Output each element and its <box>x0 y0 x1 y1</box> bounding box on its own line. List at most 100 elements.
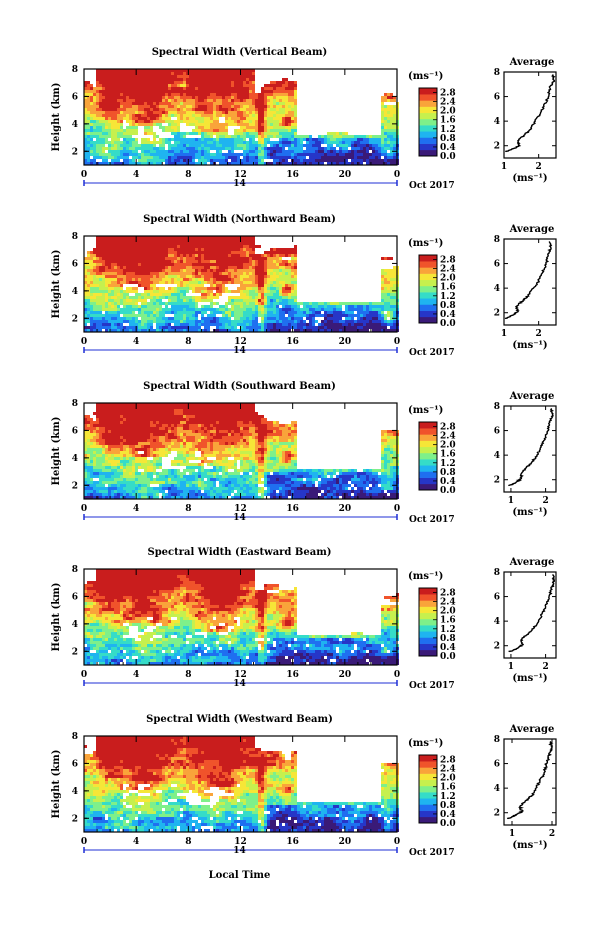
heatmap-cell <box>171 78 174 81</box>
heatmap-cell <box>129 317 132 320</box>
heatmap-cell <box>135 263 138 266</box>
heatmap-cell <box>102 147 105 150</box>
heatmap-cell <box>165 263 168 266</box>
heatmap-cell <box>264 93 267 96</box>
heatmap-cell <box>234 96 237 99</box>
heatmap-cell <box>132 126 135 129</box>
heatmap-cell <box>84 93 87 96</box>
heatmap-cell <box>258 308 261 311</box>
heatmap-cell <box>270 257 273 260</box>
heatmap-cell <box>111 69 114 72</box>
heatmap-cell <box>159 311 162 314</box>
heatmap-cell <box>129 290 132 293</box>
heatmap-cell <box>90 299 93 302</box>
heatmap-cell <box>228 114 231 117</box>
heatmap-cell <box>186 323 189 326</box>
heatmap-cell <box>348 326 351 329</box>
heatmap-cell <box>336 323 339 326</box>
heatmap-cell <box>225 129 228 132</box>
heatmap-cell <box>204 99 207 102</box>
heatmap-cell <box>102 90 105 93</box>
heatmap-cell <box>240 260 243 263</box>
heatmap-cell <box>96 105 99 108</box>
heatmap-cell <box>294 108 297 111</box>
heatmap-cell <box>117 153 120 156</box>
heatmap-cell <box>87 153 90 156</box>
heatmap-cell <box>225 138 228 141</box>
heatmap-cell <box>177 132 180 135</box>
heatmap-cell <box>285 114 288 117</box>
heatmap-cell <box>147 156 150 159</box>
heatmap-cell <box>393 144 396 147</box>
heatmap-cell <box>351 162 354 165</box>
heatmap-cell <box>111 87 114 90</box>
heatmap-cell <box>306 135 309 138</box>
heatmap-cell <box>111 147 114 150</box>
heatmap-cell <box>258 302 261 305</box>
heatmap-cell <box>165 96 168 99</box>
heatmap-cell <box>150 129 153 132</box>
heatmap-cell <box>87 138 90 141</box>
heatmap-cell <box>156 108 159 111</box>
heatmap-cell <box>291 111 294 114</box>
heatmap-cell <box>222 144 225 147</box>
heatmap-cell <box>111 302 114 305</box>
heatmap-cell <box>111 290 114 293</box>
heatmap-cell <box>105 117 108 120</box>
heatmap-cell <box>87 114 90 117</box>
heatmap-cell <box>264 99 267 102</box>
heatmap-cell <box>156 102 159 105</box>
heatmap-cell <box>222 239 225 242</box>
heatmap-cell <box>189 111 192 114</box>
heatmap-cell <box>285 135 288 138</box>
heatmap-cell <box>246 242 249 245</box>
heatmap-cell <box>174 254 177 257</box>
heatmap-cell <box>189 153 192 156</box>
heatmap-cell <box>93 135 96 138</box>
heatmap-cell <box>285 117 288 120</box>
heatmap-cell <box>273 329 276 332</box>
heatmap-cell <box>144 320 147 323</box>
heatmap-cell <box>207 257 210 260</box>
heatmap-cell <box>96 141 99 144</box>
heatmap-cell <box>147 308 150 311</box>
heatmap-cell <box>126 108 129 111</box>
heatmap-cell <box>282 302 285 305</box>
heatmap-cell <box>216 159 219 162</box>
heatmap-cell <box>381 275 384 278</box>
heatmap-cell <box>165 308 168 311</box>
heatmap-cell <box>129 153 132 156</box>
heatmap-cell <box>255 287 258 290</box>
x-tick-label: 8 <box>185 170 191 180</box>
y-tick-label: 4 <box>72 120 78 130</box>
heatmap-cell <box>354 138 357 141</box>
heatmap-cell <box>288 308 291 311</box>
heatmap-cell <box>228 257 231 260</box>
heatmap-cell <box>303 329 306 332</box>
heatmap-cell <box>132 81 135 84</box>
heatmap-cell <box>273 305 276 308</box>
heatmap-cell <box>252 117 255 120</box>
heatmap-cell <box>327 147 330 150</box>
heatmap-cell <box>132 123 135 126</box>
heatmap-cell <box>150 81 153 84</box>
heatmap-cell <box>357 150 360 153</box>
heatmap-cell <box>216 284 219 287</box>
heatmap-cell <box>276 90 279 93</box>
heatmap-cell <box>183 296 186 299</box>
heatmap-cell <box>273 263 276 266</box>
heatmap-cell <box>114 239 117 242</box>
heatmap-cell <box>150 147 153 150</box>
heatmap-cell <box>213 260 216 263</box>
heatmap-cell <box>387 162 390 165</box>
x-tick-label: 4 <box>133 170 139 180</box>
heatmap-cell <box>246 311 249 314</box>
heatmap-cell <box>189 323 192 326</box>
heatmap-cell <box>189 141 192 144</box>
heatmap-cell <box>255 153 258 156</box>
heatmap-cell <box>111 296 114 299</box>
heatmap-cell <box>99 242 102 245</box>
heatmap-cell <box>312 311 315 314</box>
heatmap-cell <box>198 239 201 242</box>
heatmap-cell <box>168 326 171 329</box>
